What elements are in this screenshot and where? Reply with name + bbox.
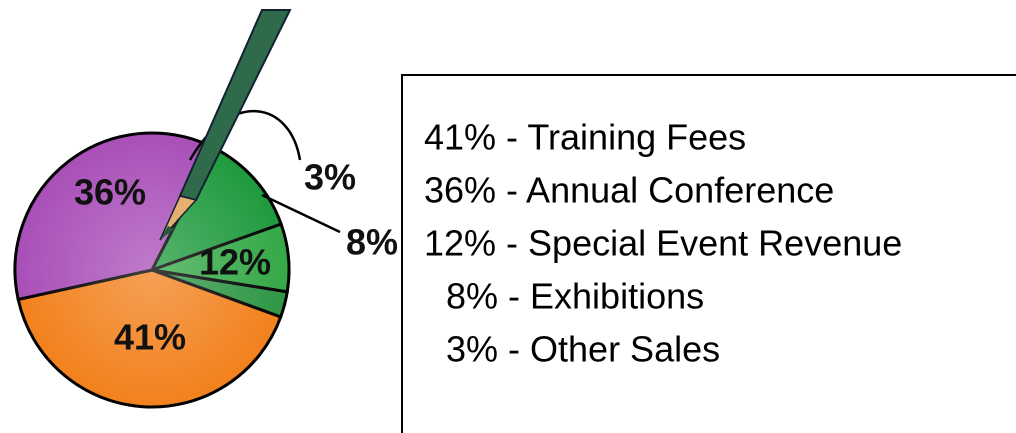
legend-entry: 12% - Special Event Revenue (424, 223, 902, 264)
page: 41% - Training Fees 36% - Annual Conferen… (0, 0, 1016, 433)
legend-entry: 41% - Training Fees (424, 117, 746, 158)
chart: 41% - Training Fees 36% - Annual Conferen… (0, 0, 1016, 433)
slice-label: 41% (114, 317, 186, 358)
slice-label: 3% (304, 157, 356, 198)
legend-entry: 36% - Annual Conference (424, 170, 834, 211)
slice-label: 36% (74, 172, 146, 213)
slice-label: 12% (199, 242, 271, 283)
legend-entry: 3% - Other Sales (446, 329, 720, 370)
legend-entry: 8% - Exhibitions (446, 276, 704, 317)
slice-label: 8% (346, 222, 398, 263)
legend: 41% - Training Fees 36% - Annual Conferen… (424, 117, 902, 370)
